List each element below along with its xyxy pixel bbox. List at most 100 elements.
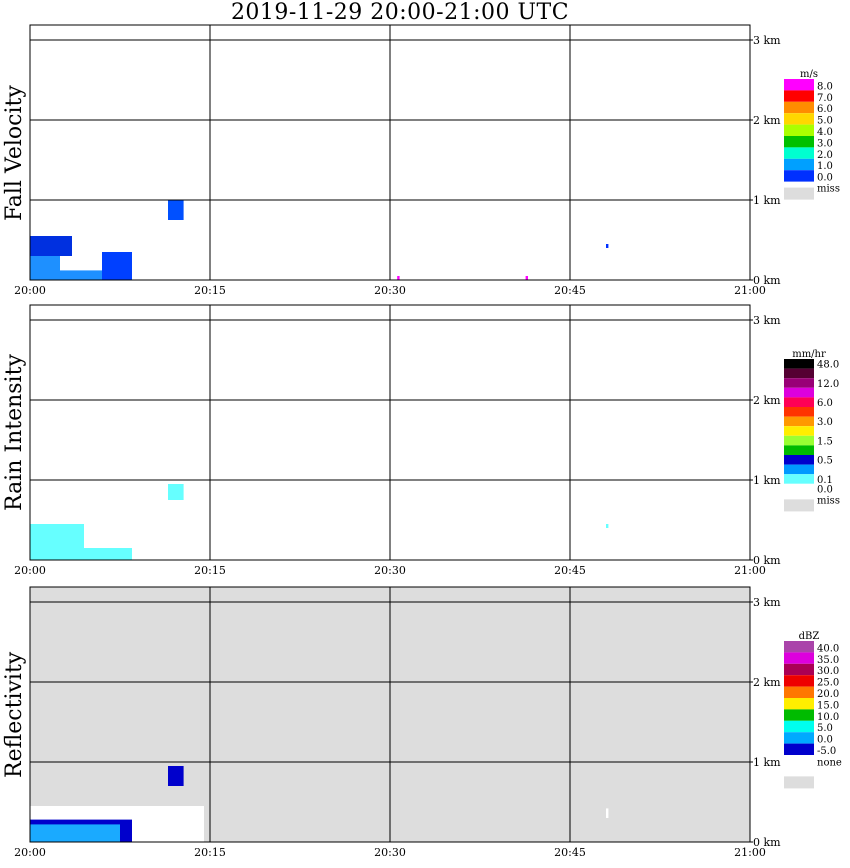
x-tick-label: 21:00 — [734, 846, 766, 859]
data-cell-1 — [30, 270, 108, 280]
fall-velocity-panel: Fall Velocity 0 km 1 km 2 km 3 km 20:00 20:15… — [0, 22, 850, 302]
colorbar-label: 4.0 — [817, 127, 833, 138]
colorbar-miss-swatch — [784, 499, 814, 512]
x-tick-label: 21:00 — [734, 284, 766, 297]
data-cell-3 — [606, 524, 609, 528]
x-tick-label: 20:00 — [14, 284, 46, 297]
data-cell-2 — [30, 236, 72, 256]
colorbar-miss-swatch — [784, 187, 814, 200]
y-tick-label: 2 km — [753, 676, 781, 689]
x-tick-label: 21:00 — [734, 564, 766, 577]
colorbar-swatch — [784, 445, 814, 455]
colorbar-label: 0.0 — [817, 735, 833, 746]
colorbar-swatch — [784, 158, 814, 171]
colorbar-label: 8.0 — [817, 81, 833, 92]
colorbar-label: 7.0 — [817, 93, 833, 104]
colorbar-label: 6.0 — [817, 104, 833, 115]
x-tick-label: 20:45 — [554, 284, 586, 297]
y-tick-label: 3 km — [753, 596, 781, 609]
colorbar-miss-label: miss — [817, 184, 840, 195]
x-tick-label: 20:45 — [554, 564, 586, 577]
colorbar-swatch — [784, 483, 814, 494]
x-tick-label: 20:15 — [194, 284, 226, 297]
x-tick-label: 20:30 — [374, 846, 406, 859]
colorbar-label: 30.0 — [817, 666, 839, 677]
reflectivity-chart: 0 km 1 km 2 km 3 km 20:00 20:15 20:30 20:45 21:0… — [14, 586, 842, 859]
colorbar-swatch — [784, 686, 814, 698]
y-tick-label: 0 km — [753, 836, 781, 849]
y-tick-label: 2 km — [753, 114, 781, 127]
y-tick-label: 3 km — [753, 34, 781, 47]
colorbar-label: 3.0 — [817, 417, 833, 428]
colorbar-label: 20.0 — [817, 689, 839, 700]
colorbar-swatch — [784, 641, 814, 653]
colorbar-label: 5.0 — [817, 116, 833, 127]
rain-intensity-chart: 0 km 1 km 2 km 3 km 20:00 20:15 20:30 20:45 21:0… — [14, 304, 840, 577]
colorbar-label: 25.0 — [817, 678, 839, 689]
plot-frame — [29, 586, 751, 843]
y-tick-label: 1 km — [753, 194, 781, 207]
colorbar-label: 15.0 — [817, 700, 839, 711]
colorbar-swatch — [784, 147, 814, 159]
colorbar-swatch — [784, 755, 814, 767]
colorbar-swatch — [784, 732, 814, 744]
colorbar-swatch — [784, 368, 814, 379]
data-cell-2 — [30, 824, 120, 842]
colorbar-swatch — [784, 720, 814, 733]
y-tick-label: 1 km — [753, 756, 781, 769]
colorbar-swatch — [784, 124, 814, 136]
colorbar-swatch — [784, 79, 814, 91]
colorbar-label: 40.0 — [817, 643, 839, 654]
data-cell-6 — [397, 276, 400, 280]
colorbar-label: -5.0 — [817, 746, 836, 757]
colorbar-swatch — [784, 455, 814, 465]
colorbar-swatch — [784, 170, 814, 182]
x-tick-label: 20:00 — [14, 846, 46, 859]
data-cell-4 — [168, 200, 184, 220]
colorbar-unit: mm/hr — [792, 349, 826, 360]
y-tick-label: 2 km — [753, 394, 781, 407]
colorbar-swatch — [784, 359, 814, 369]
colorbar-swatch — [784, 101, 814, 114]
plot-frame — [29, 304, 751, 561]
colorbar-swatch — [784, 663, 814, 676]
data-cell-1 — [30, 548, 132, 560]
colorbar-label: 0.1 — [817, 475, 833, 486]
colorbar-label: 3.0 — [817, 138, 833, 149]
colorbar-swatch — [784, 435, 814, 446]
colorbar-label: 12.0 — [817, 379, 839, 390]
colorbar-label: 1.5 — [817, 436, 833, 447]
x-tick-label: 20:30 — [374, 284, 406, 297]
colorbar-swatch — [784, 675, 814, 687]
colorbar-label: 0.0 — [817, 484, 833, 495]
colorbar-swatch — [784, 652, 814, 664]
colorbar-miss-label: miss — [817, 495, 840, 506]
colorbar-label: none — [817, 757, 842, 768]
colorbar-label: 5.0 — [817, 723, 833, 734]
colorbar-swatch — [784, 90, 814, 102]
colorbar-label: 0.5 — [817, 456, 833, 467]
colorbar-label: 35.0 — [817, 655, 839, 666]
data-cell-7 — [525, 276, 528, 280]
colorbar-label: 1.0 — [817, 161, 833, 172]
colorbar-swatch — [784, 464, 814, 475]
x-tick-label: 20:15 — [194, 564, 226, 577]
colorbar-label: 10.0 — [817, 712, 839, 723]
x-tick-label: 20:30 — [374, 564, 406, 577]
x-tick-label: 20:15 — [194, 846, 226, 859]
plot-frame — [29, 24, 751, 281]
colorbar-swatch — [784, 136, 814, 148]
data-cell-3 — [168, 766, 184, 786]
colorbar-unit: dBZ — [799, 631, 820, 642]
x-tick-label: 20:00 — [14, 564, 46, 577]
colorbar-label: 48.0 — [817, 360, 839, 371]
y-tick-label: 0 km — [753, 274, 781, 287]
colorbar-label: 0.0 — [817, 173, 833, 184]
fall-velocity-chart: 0 km 1 km 2 km 3 km 20:00 20:15 20:30 20:45 21:0… — [14, 24, 840, 297]
colorbar-swatch — [784, 378, 814, 388]
colorbar-swatch — [784, 426, 814, 436]
colorbar-swatch — [784, 474, 814, 484]
data-cell-5 — [606, 244, 609, 248]
colorbar-swatch — [784, 743, 814, 755]
y-tick-label: 1 km — [753, 474, 781, 487]
